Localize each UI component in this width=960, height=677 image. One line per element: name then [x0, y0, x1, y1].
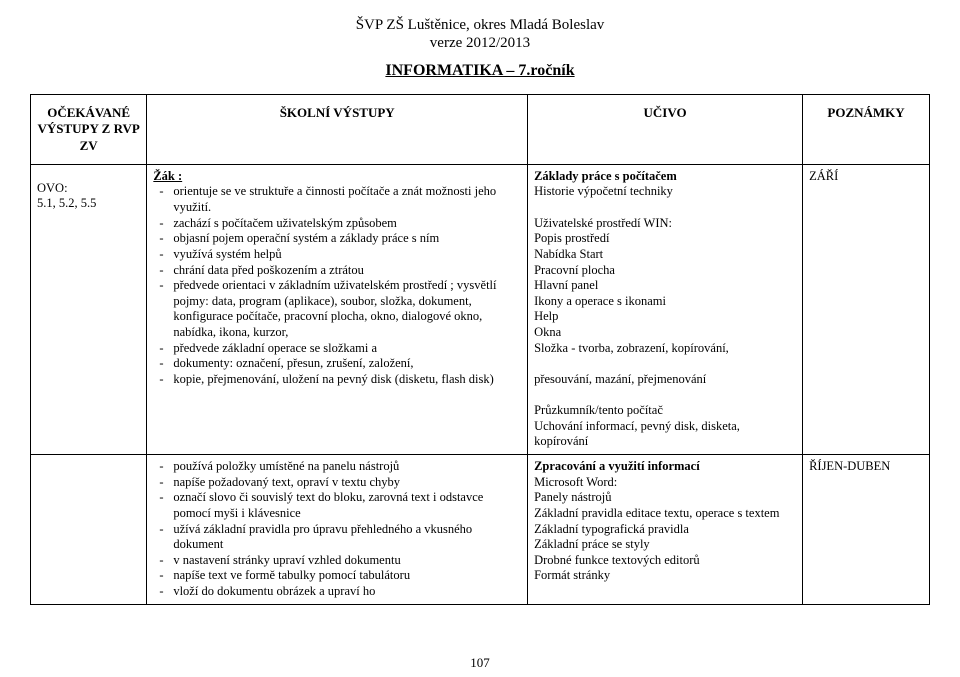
- cell-r1-c4: ZÁŘÍ: [803, 164, 930, 454]
- ucivo-line: Popis prostředí: [534, 231, 796, 247]
- ucivo-line: Hlavní panel: [534, 278, 796, 294]
- ucivo-line: Panely nástrojů: [534, 490, 796, 506]
- ovo-codes: 5.1, 5.2, 5.5: [37, 196, 140, 212]
- ucivo-line: Help: [534, 309, 796, 325]
- table-row: používá položky umístěné na panelu nástr…: [31, 455, 930, 605]
- table-row: OVO: 5.1, 5.2, 5.5 Žák : orientuje se ve…: [31, 164, 930, 454]
- cell-r2-c3: Zpracování a využití informací Microsoft…: [528, 455, 803, 605]
- ucivo-line: Microsoft Word:: [534, 475, 796, 491]
- main-table: OČEKÁVANÉ VÝSTUPY Z RVP ZV ŠKOLNÍ VÝSTUP…: [30, 94, 930, 605]
- list-item: orientuje se ve struktuře a činnosti poč…: [153, 184, 521, 215]
- bullet-list: používá položky umístěné na panelu nástr…: [153, 459, 521, 600]
- poznamky-text: ŘÍJEN-DUBEN: [809, 459, 923, 475]
- ucivo-line: Základní práce se styly: [534, 537, 796, 553]
- cell-r1-c1: OVO: 5.1, 5.2, 5.5: [31, 164, 147, 454]
- page-title: INFORMATIKA – 7.ročník: [30, 62, 930, 80]
- ucivo-line: Uchování informací, pevný disk, disketa,…: [534, 419, 796, 450]
- ucivo-line: Nabídka Start: [534, 247, 796, 263]
- col-header-3: UČIVO: [528, 95, 803, 165]
- list-item: označí slovo či souvislý text do bloku, …: [153, 490, 521, 521]
- list-item: vloží do dokumentu obrázek a upraví ho: [153, 584, 521, 600]
- list-item: objasní pojem operační systém a základy …: [153, 231, 521, 247]
- poznamky-text: ZÁŘÍ: [809, 169, 923, 185]
- ucivo-line: Formát stránky: [534, 568, 796, 584]
- col-header-2: ŠKOLNÍ VÝSTUPY: [147, 95, 528, 165]
- ucivo-line: Složka - tvorba, zobrazení, kopírování,: [534, 341, 796, 357]
- list-item: dokumenty: označení, přesun, zrušení, za…: [153, 356, 521, 372]
- list-item: zachází s počítačem uživatelským způsobe…: [153, 216, 521, 232]
- bullet-list: orientuje se ve struktuře a činnosti poč…: [153, 184, 521, 387]
- ucivo-line: [534, 356, 796, 372]
- doc-header-line2: verze 2012/2013: [30, 34, 930, 52]
- ucivo-line: Průzkumník/tento počítač: [534, 403, 796, 419]
- ucivo-line: Ikony a operace s ikonami: [534, 294, 796, 310]
- ucivo-line: [534, 200, 796, 216]
- list-item: užívá základní pravidla pro úpravu přehl…: [153, 522, 521, 553]
- ucivo-line: přesouvání, mazání, přejmenování: [534, 372, 796, 388]
- ucivo-line: [534, 388, 796, 404]
- list-item: využívá systém helpů: [153, 247, 521, 263]
- cell-r1-c2: Žák : orientuje se ve struktuře a činnos…: [147, 164, 528, 454]
- cell-r2-c1: [31, 455, 147, 605]
- ucivo-line: Okna: [534, 325, 796, 341]
- list-item: chrání data před poškozením a ztrátou: [153, 263, 521, 279]
- zak-heading: Žák :: [153, 169, 521, 185]
- cell-r2-c4: ŘÍJEN-DUBEN: [803, 455, 930, 605]
- list-item: používá položky umístěné na panelu nástr…: [153, 459, 521, 475]
- list-item: předvede orientaci v základním uživatels…: [153, 278, 521, 341]
- ucivo-line: Drobné funkce textových editorů: [534, 553, 796, 569]
- list-item: napíše text ve formě tabulky pomocí tabu…: [153, 568, 521, 584]
- col-header-1: OČEKÁVANÉ VÝSTUPY Z RVP ZV: [31, 95, 147, 165]
- list-item: předvede základní operace se složkami a: [153, 341, 521, 357]
- list-item: v nastavení stránky upraví vzhled dokume…: [153, 553, 521, 569]
- ucivo-line: Základní typografická pravidla: [534, 522, 796, 538]
- col-header-4: POZNÁMKY: [803, 95, 930, 165]
- cell-r1-c3: Základy práce s počítačem Historie výpoč…: [528, 164, 803, 454]
- ucivo-line: Uživatelské prostředí WIN:: [534, 216, 796, 232]
- ucivo-subhead: Zpracování a využití informací: [534, 459, 796, 475]
- list-item: kopie, přejmenování, uložení na pevný di…: [153, 372, 521, 388]
- cell-r2-c2: používá položky umístěné na panelu nástr…: [147, 455, 528, 605]
- ucivo-line: Pracovní plocha: [534, 263, 796, 279]
- page-number: 107: [0, 655, 960, 671]
- ucivo-line: Základní pravidla editace textu, operace…: [534, 506, 796, 522]
- ucivo-line: Historie výpočetní techniky: [534, 184, 796, 200]
- doc-header-line1: ŠVP ZŠ Luštěnice, okres Mladá Boleslav: [30, 16, 930, 34]
- page: ŠVP ZŠ Luštěnice, okres Mladá Boleslav v…: [0, 0, 960, 677]
- table-header-row: OČEKÁVANÉ VÝSTUPY Z RVP ZV ŠKOLNÍ VÝSTUP…: [31, 95, 930, 165]
- ucivo-subhead: Základy práce s počítačem: [534, 169, 796, 185]
- doc-header: ŠVP ZŠ Luštěnice, okres Mladá Boleslav v…: [30, 16, 930, 52]
- list-item: napíše požadovaný text, opraví v textu c…: [153, 475, 521, 491]
- ovo-label: OVO:: [37, 181, 140, 197]
